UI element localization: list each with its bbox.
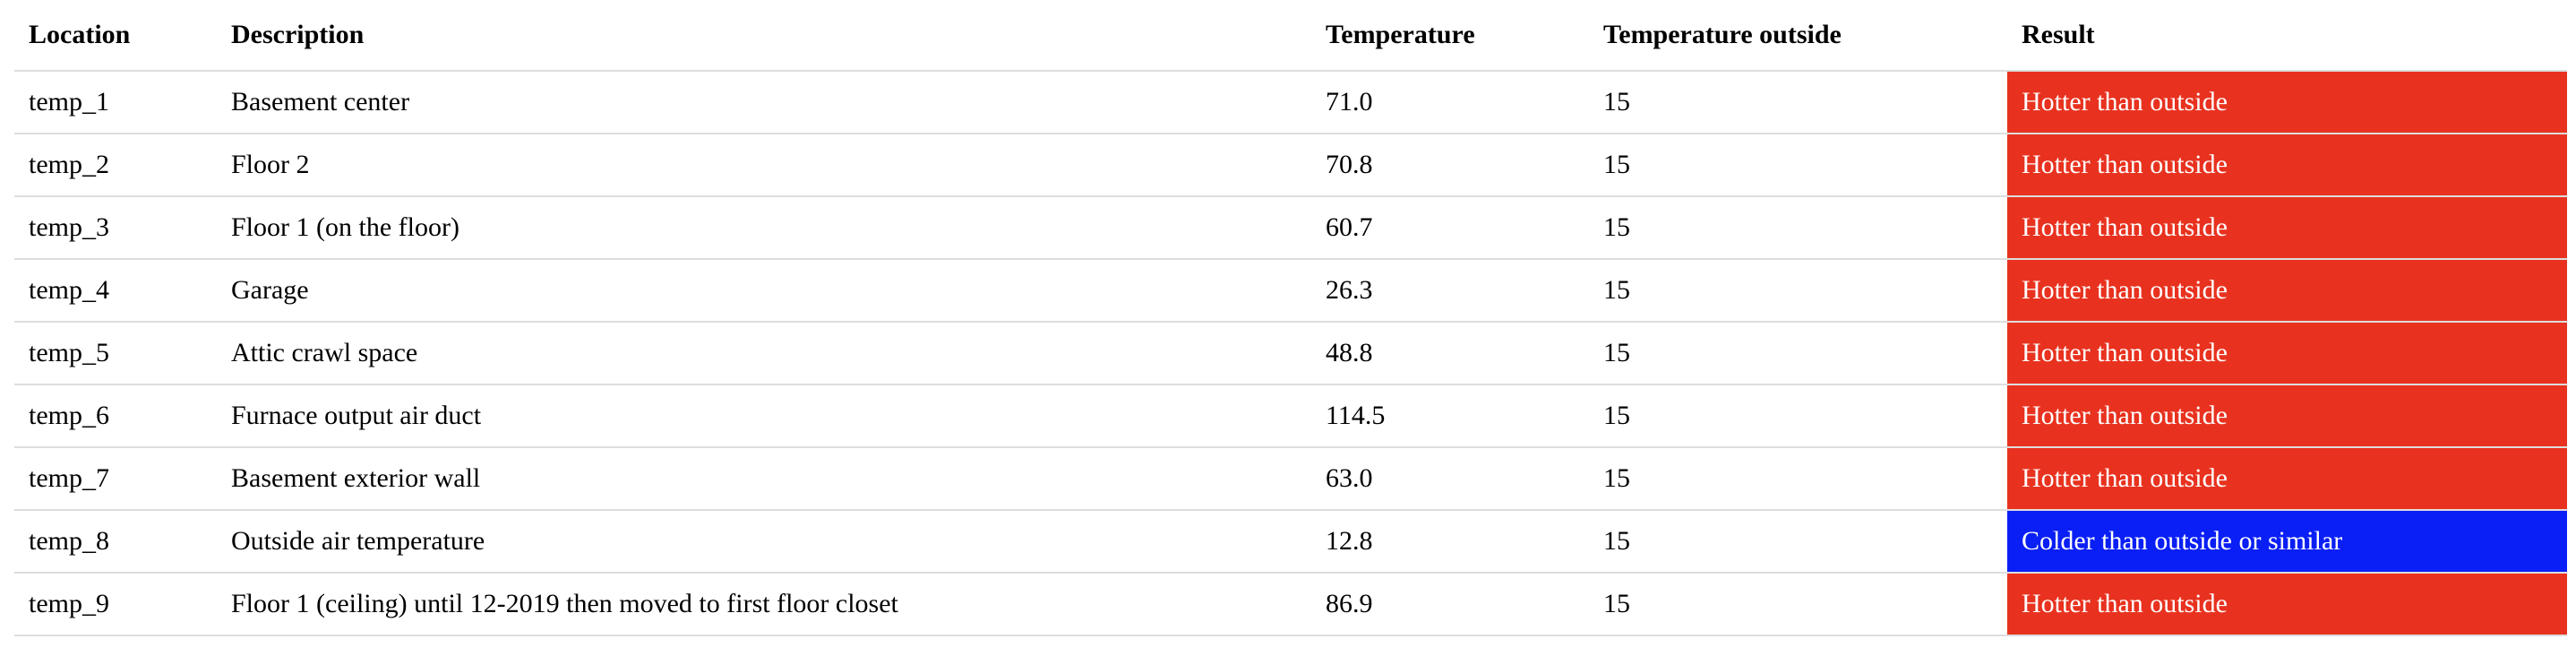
table-row: temp_2 Floor 2 70.8 15 Hotter than outsi… <box>14 134 2567 197</box>
table-row: temp_6 Furnace output air duct 114.5 15 … <box>14 384 2567 448</box>
table-row: temp_4 Garage 26.3 15 Hotter than outsid… <box>14 259 2567 323</box>
cell-description: Floor 2 <box>217 134 1311 197</box>
cell-temperature: 48.8 <box>1311 322 1589 385</box>
cell-result: Hotter than outside <box>2007 71 2567 134</box>
header-description: Description <box>217 0 1311 72</box>
header-location: Location <box>14 0 217 72</box>
cell-temperature-outside: 15 <box>1589 259 2007 323</box>
cell-location: temp_2 <box>14 134 217 197</box>
cell-temperature: 60.7 <box>1311 196 1589 260</box>
cell-description: Garage <box>217 259 1311 323</box>
header-temperature: Temperature <box>1311 0 1589 72</box>
cell-result: Hotter than outside <box>2007 134 2567 197</box>
cell-temperature: 63.0 <box>1311 447 1589 511</box>
cell-result: Hotter than outside <box>2007 196 2567 260</box>
cell-location: temp_9 <box>14 573 217 636</box>
temperature-table: Location Description Temperature Tempera… <box>14 0 2567 636</box>
cell-result: Colder than outside or similar <box>2007 510 2567 574</box>
cell-temperature-outside: 15 <box>1589 384 2007 448</box>
cell-location: temp_8 <box>14 510 217 574</box>
cell-temperature-outside: 15 <box>1589 510 2007 574</box>
cell-location: temp_7 <box>14 447 217 511</box>
cell-location: temp_3 <box>14 196 217 260</box>
table-row: temp_5 Attic crawl space 48.8 15 Hotter … <box>14 322 2567 385</box>
cell-description: Outside air temperature <box>217 510 1311 574</box>
cell-temperature-outside: 15 <box>1589 573 2007 636</box>
cell-temperature: 86.9 <box>1311 573 1589 636</box>
cell-temperature-outside: 15 <box>1589 71 2007 134</box>
cell-temperature: 114.5 <box>1311 384 1589 448</box>
table-row: temp_8 Outside air temperature 12.8 15 C… <box>14 510 2567 574</box>
cell-result: Hotter than outside <box>2007 322 2567 385</box>
cell-temperature-outside: 15 <box>1589 134 2007 197</box>
cell-result: Hotter than outside <box>2007 259 2567 323</box>
table-body: temp_1 Basement center 71.0 15 Hotter th… <box>14 71 2567 636</box>
cell-description: Floor 1 (ceiling) until 12-2019 then mov… <box>217 573 1311 636</box>
cell-temperature-outside: 15 <box>1589 322 2007 385</box>
cell-temperature: 70.8 <box>1311 134 1589 197</box>
cell-temperature-outside: 15 <box>1589 196 2007 260</box>
cell-description: Basement center <box>217 71 1311 134</box>
temperature-table-container: Location Description Temperature Tempera… <box>14 0 2567 636</box>
table-row: temp_3 Floor 1 (on the floor) 60.7 15 Ho… <box>14 196 2567 260</box>
table-row: temp_9 Floor 1 (ceiling) until 12-2019 t… <box>14 573 2567 636</box>
header-result: Result <box>2007 0 2567 72</box>
cell-location: temp_4 <box>14 259 217 323</box>
cell-result: Hotter than outside <box>2007 447 2567 511</box>
header-temperature-outside: Temperature outside <box>1589 0 2007 72</box>
cell-location: temp_6 <box>14 384 217 448</box>
cell-temperature: 71.0 <box>1311 71 1589 134</box>
cell-location: temp_1 <box>14 71 217 134</box>
cell-result: Hotter than outside <box>2007 384 2567 448</box>
cell-temperature-outside: 15 <box>1589 447 2007 511</box>
cell-temperature: 12.8 <box>1311 510 1589 574</box>
cell-result: Hotter than outside <box>2007 573 2567 636</box>
cell-description: Floor 1 (on the floor) <box>217 196 1311 260</box>
cell-location: temp_5 <box>14 322 217 385</box>
cell-description: Furnace output air duct <box>217 384 1311 448</box>
table-header: Location Description Temperature Tempera… <box>14 0 2567 72</box>
header-row: Location Description Temperature Tempera… <box>14 0 2567 72</box>
table-row: temp_1 Basement center 71.0 15 Hotter th… <box>14 71 2567 134</box>
cell-description: Basement exterior wall <box>217 447 1311 511</box>
table-row: temp_7 Basement exterior wall 63.0 15 Ho… <box>14 447 2567 511</box>
cell-description: Attic crawl space <box>217 322 1311 385</box>
cell-temperature: 26.3 <box>1311 259 1589 323</box>
